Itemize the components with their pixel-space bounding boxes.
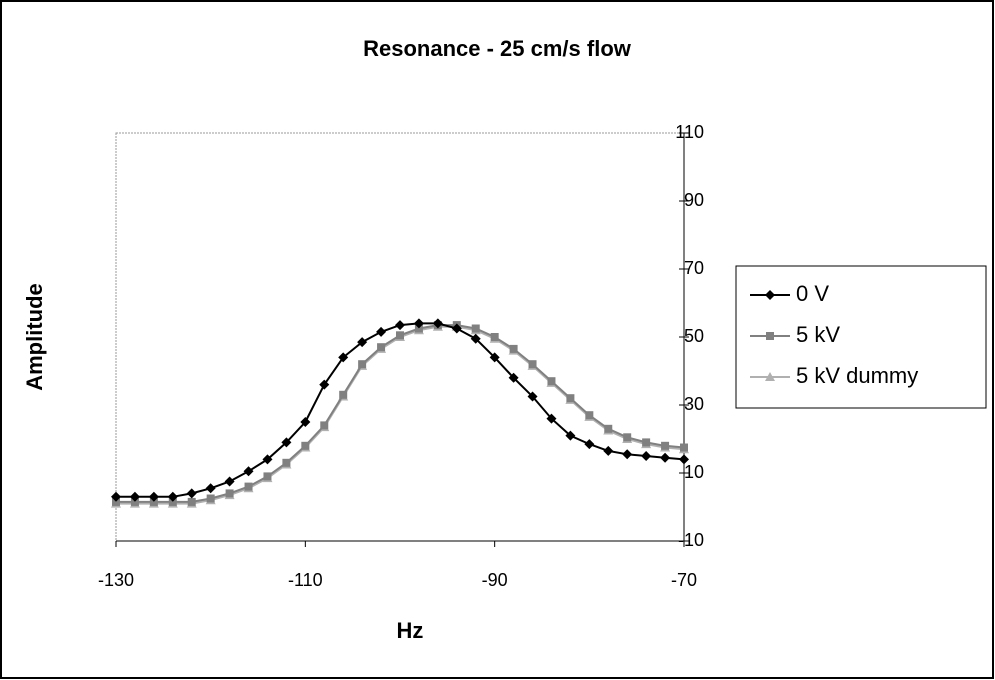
legend-marker — [766, 332, 774, 340]
data-point — [471, 324, 480, 333]
data-point — [623, 433, 632, 442]
data-point — [168, 497, 177, 506]
y-tick-label: 10 — [684, 462, 704, 482]
data-point — [244, 482, 253, 491]
data-point — [376, 326, 387, 337]
data-point — [224, 476, 235, 487]
data-point — [149, 497, 158, 506]
y-tick-label: 70 — [684, 258, 704, 278]
data-point — [300, 417, 311, 427]
legend-marker — [765, 372, 775, 381]
data-point — [528, 360, 537, 369]
data-point — [395, 320, 405, 331]
data-point — [206, 494, 215, 503]
data-point — [451, 323, 462, 334]
data-point — [112, 497, 120, 506]
data-point — [546, 413, 557, 424]
data-point — [111, 491, 121, 502]
data-point — [357, 337, 368, 348]
data-point — [661, 441, 670, 450]
data-point — [585, 411, 594, 420]
x-tick-label: -130 — [98, 570, 134, 590]
data-point — [186, 488, 197, 499]
data-point — [225, 489, 234, 498]
y-tick-label: 30 — [684, 394, 704, 414]
data-point — [603, 445, 614, 456]
x-tick-label: -110 — [288, 570, 323, 590]
data-point — [319, 379, 330, 390]
data-point — [130, 497, 139, 506]
data-point — [679, 454, 689, 465]
data-point — [604, 424, 613, 433]
data-point — [622, 449, 633, 460]
data-point — [396, 331, 404, 340]
data-point — [338, 352, 349, 363]
data-point — [470, 333, 481, 344]
data-point — [262, 454, 273, 465]
data-point — [509, 344, 518, 353]
data-point — [566, 394, 575, 403]
y-tick-label: 90 — [684, 190, 704, 210]
x-axis-label: Hz — [397, 618, 424, 643]
data-point — [527, 391, 538, 402]
legend-marker — [765, 290, 775, 300]
data-point — [642, 438, 651, 447]
y-tick-label: 110 — [675, 122, 704, 142]
data-point — [489, 352, 500, 363]
data-point — [680, 443, 688, 452]
data-point — [129, 491, 140, 502]
y-tick-label: 50 — [684, 326, 704, 346]
x-tick-label: -90 — [482, 570, 508, 590]
data-point — [432, 318, 443, 329]
data-point — [641, 451, 652, 461]
data-point — [377, 343, 386, 352]
data-point — [281, 437, 292, 448]
data-point — [358, 360, 367, 369]
data-point — [205, 483, 216, 494]
data-point — [584, 439, 595, 450]
x-tick-label: -70 — [671, 570, 697, 590]
data-point — [660, 452, 671, 463]
legend-label: 5 kV dummy — [796, 363, 918, 388]
data-point — [167, 491, 178, 502]
y-axis-label: Amplitude — [22, 283, 47, 391]
data-point — [339, 390, 348, 399]
data-point — [243, 466, 254, 477]
data-point — [263, 472, 272, 481]
data-point — [148, 491, 159, 502]
legend-label: 0 V — [796, 281, 829, 306]
data-point — [413, 318, 424, 329]
data-point — [282, 458, 291, 467]
legend-label: 5 kV — [796, 322, 840, 347]
chart-title: Resonance - 25 cm/s flow — [363, 36, 632, 61]
data-point — [301, 441, 310, 450]
data-point — [565, 430, 576, 441]
data-point — [547, 377, 556, 386]
data-point — [187, 497, 196, 506]
data-point — [414, 324, 423, 333]
data-point — [490, 333, 499, 341]
data-point — [320, 421, 329, 430]
data-point — [508, 372, 519, 383]
y-tick-label: -10 — [678, 530, 704, 550]
